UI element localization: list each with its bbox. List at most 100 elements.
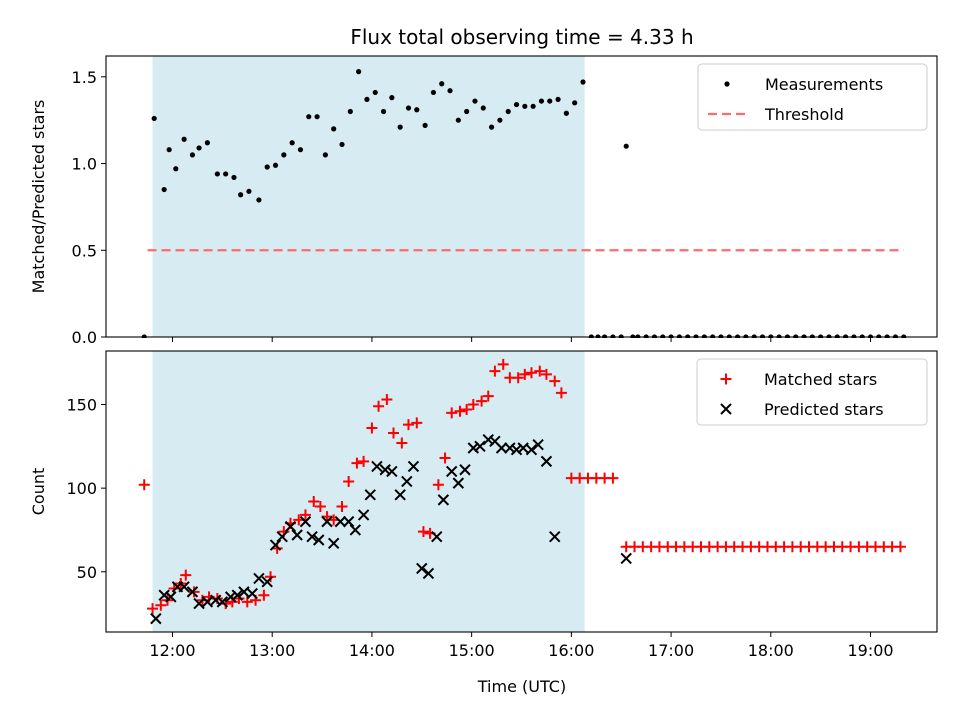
predicted-star-point (165, 591, 177, 603)
measurement-point (439, 81, 445, 87)
x-tick-label: 16:00 (548, 641, 594, 660)
predicted-star-point (306, 530, 318, 543)
y-tick-label: 150 (66, 396, 97, 415)
predicted-star-point (349, 524, 362, 536)
legend-marker-matched (720, 373, 732, 385)
predicted-star-point (620, 552, 632, 565)
measurement-point (306, 114, 312, 120)
predicted-star-point (445, 465, 458, 478)
measurement-point (347, 108, 353, 115)
measurement-point (389, 95, 395, 101)
measurement-point (281, 152, 287, 158)
top-panel: 0.0 0.5 1.0 1.5 Matched/Predicted stars Measu… (29, 55, 938, 347)
predicted-star-point (342, 515, 355, 528)
measurement-point (196, 145, 202, 151)
predicted-star-point (231, 589, 244, 601)
predicted-star-point (386, 465, 398, 478)
matched-star-point (497, 358, 509, 370)
measurement-point (513, 101, 520, 108)
y-tick-label: 1.5 (72, 68, 97, 87)
predicted-star-point (510, 443, 523, 456)
matched-star-point (519, 368, 531, 380)
legend-label: Predicted stars (764, 400, 884, 419)
predicted-star-point (379, 464, 391, 476)
matched-star-point (411, 417, 423, 429)
measurement-point (204, 140, 210, 146)
measurement-point (238, 192, 244, 198)
predicted-star-point (422, 567, 435, 580)
matched-star-point (894, 541, 906, 553)
predicted-star-point (246, 587, 258, 600)
x-tick-label: 19:00 (847, 641, 893, 660)
legend-entry: Matched stars (720, 370, 877, 389)
measurement-point (572, 100, 578, 106)
predicted-star-point (371, 460, 383, 473)
measurement-point (405, 105, 412, 111)
predicted-star-point (540, 455, 553, 468)
predicted-star-point (431, 530, 443, 543)
measurement-point (339, 141, 345, 148)
legend-marker-predicted (720, 403, 732, 415)
matched-star-point (461, 404, 473, 416)
x-tick-label: 15:00 (449, 641, 495, 660)
measurement-point (480, 105, 486, 111)
x-tick-label: 14:00 (349, 641, 395, 660)
legend: Measurements Threshold (697, 63, 928, 131)
legend-label: Matched stars (764, 370, 877, 389)
matched-star-point (534, 365, 546, 377)
legend-entry: Predicted stars (720, 400, 884, 419)
measurement-point (623, 143, 629, 149)
matched-star-point (358, 455, 370, 467)
matched-star-point (180, 569, 192, 581)
measurement-point (472, 98, 478, 104)
matched-star-point (396, 437, 408, 449)
predicted-star-point (299, 515, 312, 528)
predicted-star-point (253, 572, 265, 585)
predicted-star-point (334, 515, 347, 528)
matched-star-point (482, 390, 494, 402)
matched-star-point (540, 368, 552, 380)
measurement-point (151, 115, 157, 122)
predicted-star-point (407, 460, 420, 473)
matched-star-point (607, 472, 619, 484)
matched-star-point (489, 365, 501, 377)
predicted-star-point (209, 594, 222, 606)
y-tick-label: 50 (77, 563, 97, 582)
measurement-point (264, 164, 270, 170)
measurement-point (272, 162, 279, 168)
measurement-point (530, 103, 536, 109)
predicted-star-point (269, 539, 282, 551)
predicted-star-point (452, 477, 465, 489)
predicted-star-point (525, 443, 538, 456)
measurement-point (414, 107, 420, 113)
measurement-point (181, 136, 187, 142)
chart-title: Flux total observing time = 4.33 h (350, 25, 693, 49)
predicted-star-point (321, 515, 333, 528)
predicted-star-point (224, 591, 237, 603)
predicted-star-point (437, 494, 450, 506)
measurement-point (314, 114, 320, 120)
measurement-point (422, 122, 428, 128)
measurement-point (430, 89, 437, 96)
predicted-star-point (364, 489, 376, 501)
predicted-star-point (158, 589, 170, 601)
matched-star-point (439, 452, 451, 464)
matched-star-point (299, 509, 311, 521)
matched-star-point (555, 387, 567, 399)
measurement-point (372, 89, 378, 96)
matched-star-point (265, 571, 277, 583)
predicted-star-point (459, 464, 471, 476)
measurement-point (173, 166, 179, 172)
observing-interval-shade (152, 351, 585, 632)
measurement-point (297, 147, 304, 153)
predicted-star-point (284, 520, 297, 533)
y-axis-label: Count (29, 468, 48, 516)
measurement-point (547, 98, 553, 104)
matched-star-point (432, 479, 444, 491)
matched-star-point (417, 526, 429, 538)
measurement-point (356, 69, 362, 75)
measurement-point (555, 96, 561, 102)
y-tick-label: 100 (66, 479, 97, 498)
legend-entry: Threshold (708, 105, 844, 124)
